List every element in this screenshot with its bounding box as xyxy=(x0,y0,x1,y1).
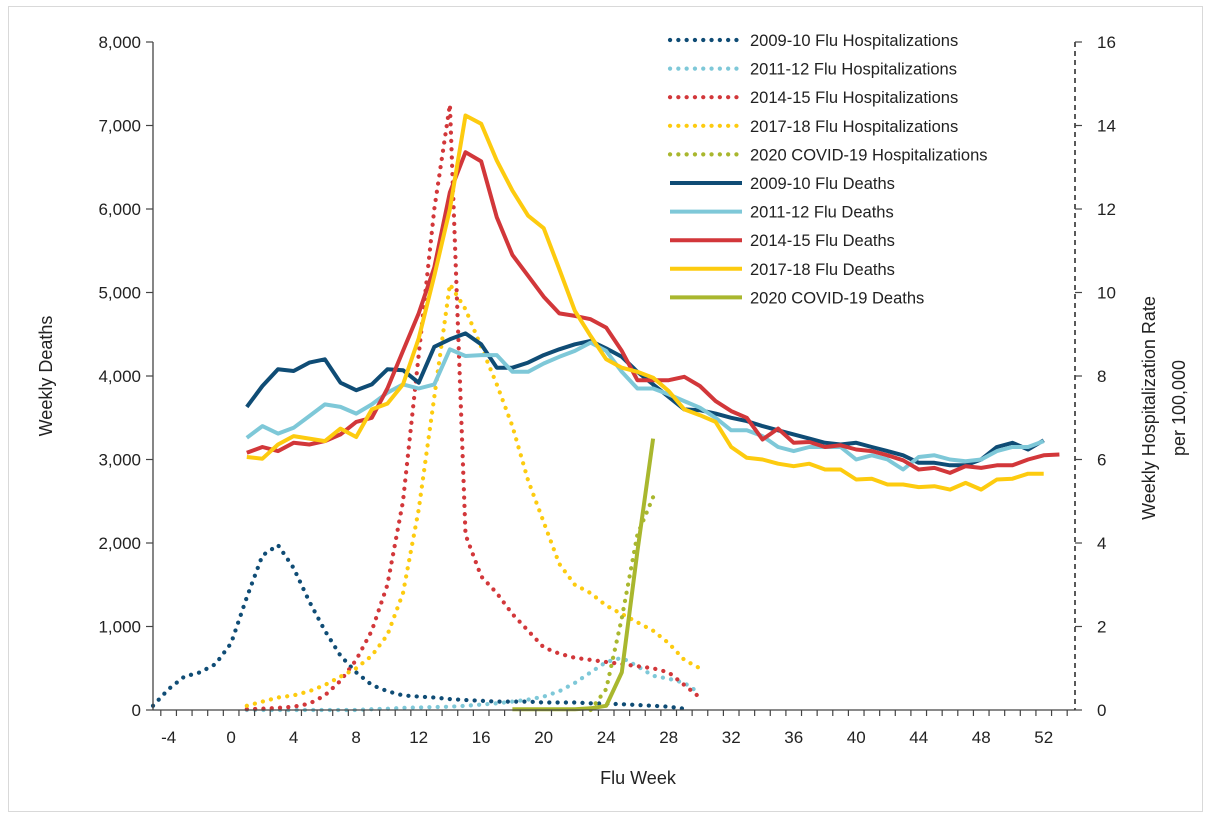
y2-tick-label: 14 xyxy=(1097,117,1116,136)
x-axis-title: Flu Week xyxy=(600,768,677,788)
y-tick-label: 1,000 xyxy=(98,618,141,637)
y-tick-label: 5,000 xyxy=(98,284,141,303)
y-tick-label: 0 xyxy=(132,701,141,720)
x-tick-label: 4 xyxy=(289,728,298,747)
y2-tick-label: 10 xyxy=(1097,284,1116,303)
x-tick-label: 28 xyxy=(659,728,678,747)
y-tick-label: 2,000 xyxy=(98,534,141,553)
series-line-1 xyxy=(150,542,687,711)
x-tick-label: 36 xyxy=(784,728,803,747)
y2-axis-title-line2: per 100,000 xyxy=(1169,360,1189,456)
x-tick-label: 16 xyxy=(472,728,491,747)
y2-tick-label: 6 xyxy=(1097,451,1106,470)
series-line-6 xyxy=(245,331,1045,468)
x-tick-label: -4 xyxy=(161,728,176,747)
x-tick-label: 40 xyxy=(847,728,866,747)
x-tick-label: 12 xyxy=(409,728,428,747)
y-tick-label: 4,000 xyxy=(98,367,141,386)
x-tick-label: 8 xyxy=(351,728,360,747)
axes xyxy=(152,42,1076,711)
plot-area xyxy=(150,104,1060,713)
series-line-4 xyxy=(244,278,703,708)
x-tick-label: 24 xyxy=(597,728,616,747)
legend-label-4: 2017-18 Flu Hospitalizations xyxy=(750,118,958,136)
y2-tick-label: 8 xyxy=(1097,367,1106,386)
legend-label-7: 2011-12 Flu Deaths xyxy=(750,204,894,222)
legend-label-1: 2009-10 Flu Hospitalizations xyxy=(750,32,958,50)
y2-tick-label: 12 xyxy=(1097,200,1116,219)
y-tick-label: 7,000 xyxy=(98,117,141,136)
x-tick-label: 32 xyxy=(722,728,741,747)
x-tick-label: 20 xyxy=(534,728,553,747)
x-tick-label: 48 xyxy=(972,728,991,747)
legend-label-6: 2009-10 Flu Deaths xyxy=(750,175,895,193)
y2-tick-label: 2 xyxy=(1097,618,1106,637)
y2-tick-label: 4 xyxy=(1097,534,1106,553)
series-line-10 xyxy=(512,438,656,712)
y2-tick-label: 0 xyxy=(1097,701,1106,720)
legend-label-3: 2014-15 Flu Hospitalizations xyxy=(750,89,958,107)
y2-axis-title-line1: Weekly Hospitalization Rate xyxy=(1139,296,1159,520)
x-tick-label: 44 xyxy=(909,728,928,747)
series-line-8 xyxy=(246,150,1060,475)
y-axis-title: Weekly Deaths xyxy=(36,316,56,437)
legend-label-9: 2017-18 Flu Deaths xyxy=(750,261,895,279)
legend-label-8: 2014-15 Flu Deaths xyxy=(750,232,895,250)
legend-label-5: 2020 COVID-19 Hospitalizations xyxy=(750,146,988,164)
series-line-5 xyxy=(588,495,656,713)
chart-frame xyxy=(8,6,1203,812)
x-tick-label: 0 xyxy=(226,728,235,747)
legend-label-10: 2020 COVID-19 Deaths xyxy=(750,289,924,307)
legend: 2009-10 Flu Hospitalizations 2011-12 Flu … xyxy=(667,32,988,307)
y-tick-label: 3,000 xyxy=(98,451,141,470)
series-line-7 xyxy=(245,340,1045,472)
y-tick-label: 6,000 xyxy=(98,200,141,219)
ticks: -4 0 4 8 12 16 20 24 28 32 36 40 44 48 5201,0002,0003,… xyxy=(98,33,1115,747)
x-tick-label: 52 xyxy=(1034,728,1053,747)
legend-label-2: 2011-12 Flu Hospitalizations xyxy=(750,61,957,79)
series-line-9 xyxy=(246,113,1044,492)
y-tick-label: 8,000 xyxy=(98,33,141,52)
y2-tick-label: 16 xyxy=(1097,33,1116,52)
